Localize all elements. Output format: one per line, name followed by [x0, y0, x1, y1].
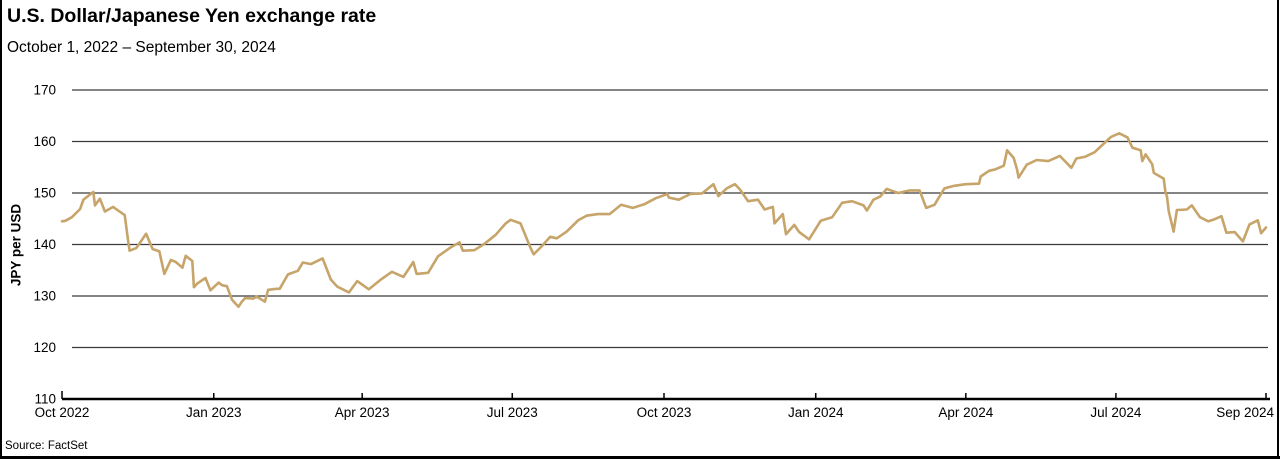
x-tick-label: Jul 2023	[487, 405, 538, 420]
y-tick-label: 110	[34, 392, 56, 407]
y-tick-label: 170	[33, 83, 56, 98]
y-tick-label: 160	[33, 134, 56, 149]
left-border	[0, 0, 2, 459]
y-tick-label: 140	[33, 237, 56, 252]
series-line	[60, 132, 1268, 309]
chart-subtitle: October 1, 2022 – September 30, 2024	[7, 39, 276, 56]
source-note: Source: FactSet	[5, 440, 88, 452]
x-tick-label: Oct 2022	[35, 405, 90, 420]
x-tick-label: Apr 2024	[938, 405, 993, 420]
x-tick-label: Sep 2024	[1216, 405, 1274, 420]
y-tick-label: 150	[33, 186, 56, 201]
bottom-border	[0, 456, 1280, 459]
y-tick-label: 130	[33, 289, 56, 304]
page-title: U.S. Dollar/Japanese Yen exchange rate	[7, 5, 377, 27]
x-tick-label: Jan 2023	[186, 405, 242, 420]
x-tick-label: Jan 2024	[788, 405, 844, 420]
x-tick-label: Jul 2024	[1090, 405, 1142, 420]
x-tick-label: Apr 2023	[335, 405, 390, 420]
y-tick-label: 120	[33, 340, 56, 355]
x-tick-label: Oct 2023	[637, 405, 692, 420]
right-border	[1277, 0, 1279, 459]
